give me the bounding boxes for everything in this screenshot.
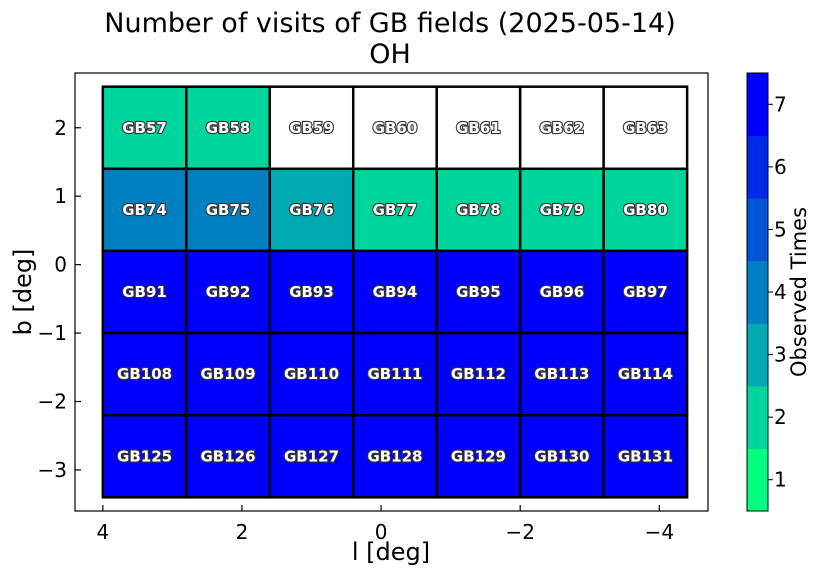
x-axis-label: l [deg] (352, 538, 430, 566)
field-cell-gb57 (101, 85, 188, 171)
field-label-gb128: GB128 (367, 447, 422, 465)
colorbar: 1 2 3 4 5 6 7 (746, 72, 787, 512)
colorbar-segment (747, 385, 768, 449)
x-tick-label: 4 (96, 520, 109, 544)
field-label-gb112: GB112 (451, 365, 506, 383)
field-label-gb74: GB74 (122, 201, 167, 219)
x-tick-label: −4 (645, 520, 674, 544)
colorbar-segment (747, 260, 768, 324)
colorbar-tick-label: 7 (774, 92, 787, 116)
field-label-gb63: GB63 (623, 119, 668, 137)
colorbar-tick-label: 6 (774, 155, 787, 179)
field-label-gb76: GB76 (289, 201, 334, 219)
field-cell-gb109 (185, 331, 272, 417)
colorbar-segment (747, 448, 768, 512)
field-cell-gb92 (185, 249, 272, 335)
field-label-gb93: GB93 (289, 283, 334, 301)
field-cell-gb93 (268, 249, 355, 335)
field-label-gb126: GB126 (201, 447, 256, 465)
y-tick-label: −1 (38, 321, 67, 345)
field-cell-gb78 (435, 167, 522, 253)
colorbar-tick-label: 3 (774, 343, 787, 367)
field-label-gb94: GB94 (373, 283, 418, 301)
field-label-gb96: GB96 (540, 283, 585, 301)
field-label-gb57: GB57 (122, 119, 167, 137)
colorbar-tick-label: 1 (774, 468, 787, 492)
field-label-gb97: GB97 (623, 283, 668, 301)
y-tick-label: 2 (54, 116, 67, 140)
colorbar-segment (747, 323, 768, 387)
y-tick-label: −2 (38, 390, 67, 414)
field-label-gb61: GB61 (456, 119, 501, 137)
field-label-gb129: GB129 (451, 447, 506, 465)
colorbar-label: Observed Times (787, 207, 811, 377)
field-label-gb131: GB131 (618, 447, 673, 465)
field-cell-gb62 (518, 85, 605, 171)
field-cell-gb74 (101, 167, 188, 253)
y-axis-label: b [deg] (9, 249, 37, 336)
field-label-gb113: GB113 (534, 365, 589, 383)
field-label-gb62: GB62 (540, 119, 585, 137)
field-cell-gb125 (101, 413, 188, 499)
field-label-gb108: GB108 (117, 365, 172, 383)
y-axis-ticks: 2 1 0 −1 −2 −3 (38, 116, 81, 482)
field-label-gb127: GB127 (284, 447, 339, 465)
field-label-gb91: GB91 (122, 283, 167, 301)
field-cell-gb97 (602, 249, 689, 335)
colorbar-tick-label: 2 (774, 405, 787, 429)
field-label-gb125: GB125 (117, 447, 172, 465)
field-label-gb80: GB80 (623, 201, 668, 219)
colorbar-tick-label: 5 (774, 217, 787, 241)
field-label-gb75: GB75 (206, 201, 251, 219)
field-label-gb109: GB109 (201, 365, 256, 383)
x-axis-ticks: 4 2 0 −2 −4 (96, 505, 674, 544)
field-label-gb77: GB77 (373, 201, 418, 219)
x-tick-label: 0 (375, 520, 388, 544)
chart-subtitle: OH (369, 39, 411, 70)
y-tick-label: 1 (54, 184, 67, 208)
colorbar-segment (747, 198, 768, 262)
field-label-gb95: GB95 (456, 283, 501, 301)
field-cell-gb130 (518, 413, 605, 499)
field-cell-gb127 (268, 413, 355, 499)
field-label-gb79: GB79 (540, 201, 585, 219)
field-cell-gb95 (435, 249, 522, 335)
x-tick-label: −2 (505, 520, 534, 544)
field-label-gb92: GB92 (206, 283, 251, 301)
field-label-gb111: GB111 (367, 365, 422, 383)
field-label-gb114: GB114 (618, 365, 673, 383)
y-tick-label: −3 (38, 458, 67, 482)
field-cell-gb96 (518, 249, 605, 335)
field-label-gb78: GB78 (456, 201, 501, 219)
field-label-gb58: GB58 (206, 119, 251, 137)
heatmap-cells: GB57 GB58 GB59 GB60 GB61 GB62 GB63 GB74 GB75 GB76… (101, 85, 689, 499)
field-label-gb130: GB130 (534, 447, 589, 465)
colorbar-segment (747, 135, 768, 199)
colorbar-tick-label: 4 (774, 280, 787, 304)
field-cell-gb131 (602, 413, 689, 499)
chart-title: Number of visits of GB fields (2025-05-1… (104, 8, 675, 39)
field-label-gb110: GB110 (284, 365, 339, 383)
field-cell-gb76 (268, 167, 355, 253)
x-tick-label: 2 (236, 520, 249, 544)
colorbar-segment (747, 73, 768, 137)
field-cell-gb113 (518, 331, 605, 417)
field-cell-gb80 (602, 167, 689, 253)
plot-frame (74, 72, 709, 512)
field-label-gb59: GB59 (289, 119, 334, 137)
field-label-gb60: GB60 (373, 119, 418, 137)
field-cell-gb108 (101, 331, 188, 417)
field-cell-gb58 (185, 85, 272, 171)
y-tick-label: 0 (54, 253, 67, 277)
